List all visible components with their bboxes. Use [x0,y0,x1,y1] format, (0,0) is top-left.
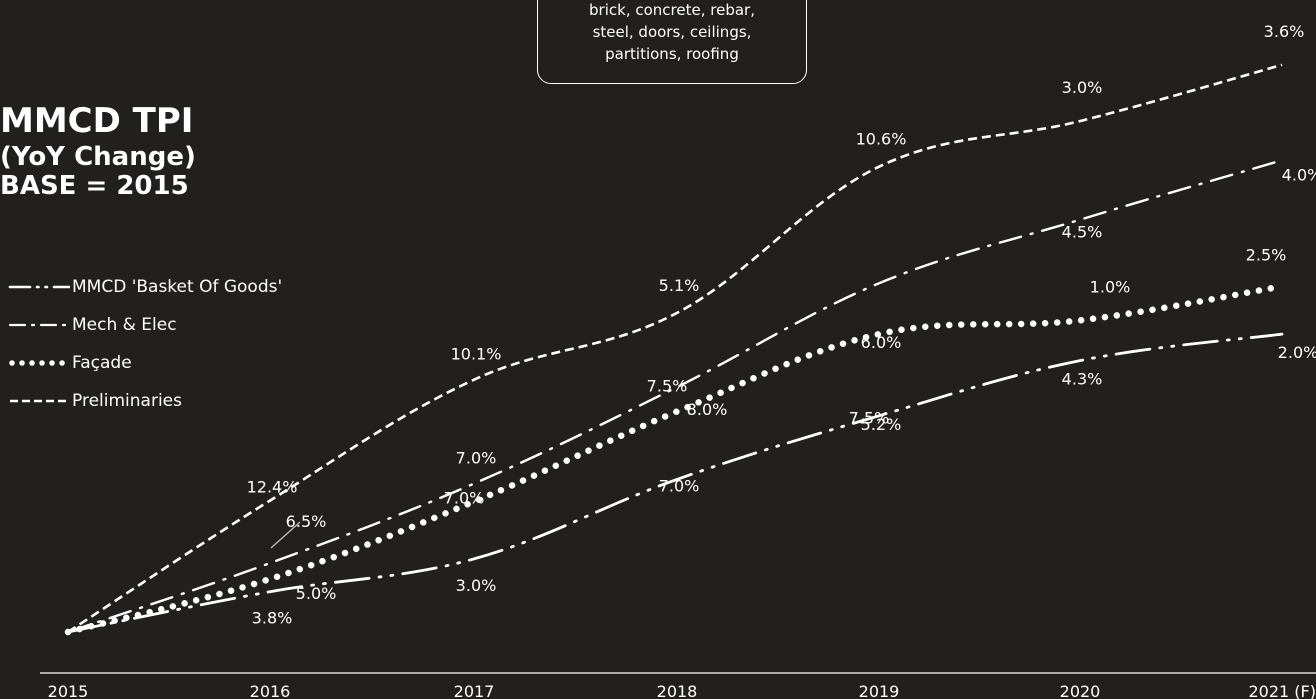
x-tick-label-3: 2018 [657,682,698,699]
x-tick-label-6: 2021 (F) [1249,682,1316,699]
legend-swatch-dash-dot-dot [8,285,70,289]
data-label-dash-dot-dot-4: 5.2% [861,415,902,434]
legend-label-facade: Façade [72,353,132,373]
data-label-dash-dot-1: 6.5% [286,512,327,531]
legend-label-preliminaries: Preliminaries [72,391,182,411]
data-label-dash-dot-6: 4.0% [1282,165,1316,184]
data-label-dots-5: 1.0% [1090,277,1131,296]
data-label-dash-dot-dot-2: 3.0% [456,576,497,595]
data-label-dash-dot-dot-3: 7.0% [659,476,700,495]
x-tick-label-5: 2020 [1060,682,1101,699]
data-label-dash-dot-4: 7.5% [849,408,890,427]
callout-line-3: partitions, roofing [605,45,739,63]
legend-item-facade[interactable]: Façade [8,344,282,382]
data-label-dots-3: 7.5% [647,377,688,396]
chart-legend: MMCD 'Basket Of Goods' Mech & Elec Façad… [8,268,282,420]
chart-title: MMCD TPI (YoY Change) BASE = 2015 [0,101,196,201]
legend-swatch-dashed [10,399,69,403]
x-tick-label-1: 2016 [250,682,291,699]
x-tick-label-4: 2019 [859,682,900,699]
callout-line-2: steel, doors, ceilings, [592,23,752,41]
x-tick-label-0: 2015 [48,682,89,699]
materials-callout: brick, concrete, rebar, steel, doors, ce… [537,0,807,84]
data-label-dots-2: 7.0% [444,489,485,508]
data-label-dashed-1: 12.4% [247,478,298,497]
title-line-1: MMCD TPI [0,101,194,141]
data-label-dashed-6: 3.6% [1264,22,1305,41]
legend-item-mech-elec[interactable]: Mech & Elec [8,306,282,344]
data-label-dashed-4: 10.6% [856,130,907,149]
data-label-dash-dot-dot-5: 4.3% [1062,370,1103,389]
data-label-dash-dot-3: 8.0% [687,400,728,419]
data-label-dashed-3: 5.1% [659,276,700,295]
legend-swatch-dots [9,360,70,366]
data-label-dash-dot-5: 4.5% [1062,223,1103,242]
legend-item-preliminaries[interactable]: Preliminaries [8,382,282,420]
callout-line-1: brick, concrete, rebar, [589,1,755,19]
title-line-3: BASE = 2015 [0,170,189,201]
data-label-dots-4: 6.0% [861,333,902,352]
data-label-dashed-2: 10.1% [451,345,502,364]
data-label-dash-dot-dot-6: 2.0% [1278,343,1316,362]
series-line-dash-dot-dot [66,332,1284,634]
series-line-dots [64,283,1286,636]
data-label-dots-1: 5.0% [296,584,337,603]
legend-label-mech-elec: Mech & Elec [72,315,177,335]
data-label-dash-dot-dot-1: 3.8% [252,609,293,628]
x-tick-label-2: 2017 [454,682,495,699]
title-line-2: (YoY Change) [0,141,196,172]
legend-item-basket[interactable]: MMCD 'Basket Of Goods' [8,268,282,306]
data-label-dash-dot-2: 7.0% [456,449,497,468]
data-label-dots-6: 2.5% [1246,245,1287,264]
legend-label-basket: MMCD 'Basket Of Goods' [72,277,283,297]
legend-swatch-dash-dot [8,323,70,327]
label-leader-line [270,521,301,549]
series-line-dashed [67,63,1283,634]
data-label-dashed-5: 3.0% [1062,78,1103,97]
